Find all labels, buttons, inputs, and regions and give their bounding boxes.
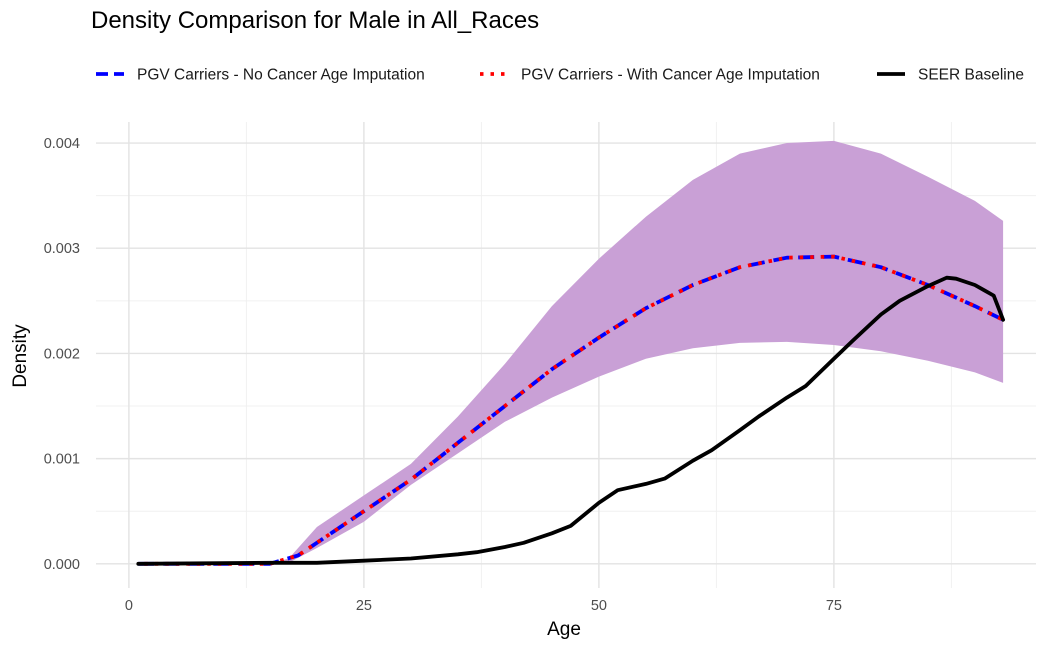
x-axis: 0 25 50 75 [125,598,842,614]
y-tick-label: 0.002 [44,346,80,362]
x-tick-label: 0 [125,598,133,614]
y-tick-label: 0.003 [44,241,80,257]
confidence-band [138,140,1004,564]
plot-area [136,140,1005,566]
legend-label-3: SEER Baseline [918,67,1024,84]
x-tick-label: 50 [591,598,607,614]
legend: PGV Carriers - No Cancer Age Imputation P… [96,67,1024,84]
y-tick-label: 0.004 [44,136,80,152]
y-axis: 0.000 0.001 0.002 0.003 0.004 [44,136,80,573]
x-axis-title: Age [547,619,581,640]
x-tick-label: 75 [826,598,842,614]
legend-label-2: PGV Carriers - With Cancer Age Imputatio… [521,67,820,84]
series-line-3 [136,275,1005,566]
x-tick-label: 25 [356,598,372,614]
legend-label-1: PGV Carriers - No Cancer Age Imputation [137,67,425,84]
y-tick-label: 0.000 [44,557,80,573]
chart-title: Density Comparison for Male in All_Races [91,7,539,34]
y-tick-label: 0.001 [44,452,80,468]
y-axis-title: Density [10,324,31,388]
series-line-2 [138,254,1004,566]
